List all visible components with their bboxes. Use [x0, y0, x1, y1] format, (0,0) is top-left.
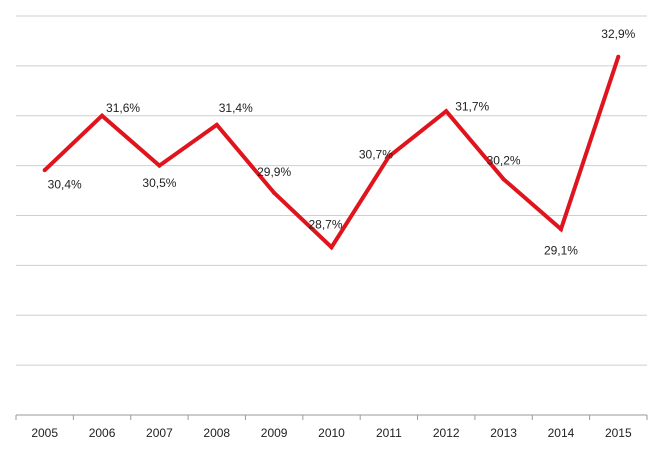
data-label: 31,6% [106, 101, 140, 115]
x-tick-label: 2012 [433, 426, 460, 440]
data-label: 31,7% [455, 99, 489, 113]
x-tick-label: 2006 [89, 426, 116, 440]
gridlines [16, 15, 647, 366]
data-point [329, 245, 334, 250]
data-label: 29,1% [544, 243, 578, 257]
data-labels: 30,4% 31,6% 30,5% 31,4% 29,9% 28,7% 30,7% 31,7%… [48, 27, 636, 257]
data-point [616, 54, 621, 59]
data-label: 30,7% [359, 148, 393, 162]
data-label: 28,7% [308, 217, 342, 231]
data-label: 30,4% [48, 177, 82, 191]
data-point [214, 122, 219, 127]
data-label: 32,9% [601, 27, 635, 41]
data-point [42, 168, 47, 173]
data-point [272, 190, 277, 195]
data-point [558, 227, 563, 232]
data-point [501, 177, 506, 182]
x-tick-label: 2011 [376, 426, 402, 440]
data-point [386, 154, 391, 159]
x-tick-label: 2015 [605, 426, 632, 440]
data-label: 29,9% [257, 165, 291, 179]
data-point [157, 163, 162, 168]
x-tick-label: 2008 [203, 426, 230, 440]
x-tick-label: 2005 [31, 426, 58, 440]
x-axis: 2005 2006 2007 2008 2009 2010 2011 2012 2013 2014… [15, 414, 648, 440]
data-label: 30,2% [487, 153, 521, 167]
x-tick-label: 2010 [318, 426, 345, 440]
data-point [100, 113, 105, 118]
x-tick-label: 2009 [261, 426, 288, 440]
data-label: 30,5% [142, 176, 176, 190]
data-label: 31,4% [219, 101, 253, 115]
x-tick-label: 2007 [146, 426, 173, 440]
series [42, 54, 621, 251]
data-point [444, 109, 449, 114]
x-tick-label: 2014 [548, 426, 575, 440]
x-tick-label: 2013 [490, 426, 517, 440]
